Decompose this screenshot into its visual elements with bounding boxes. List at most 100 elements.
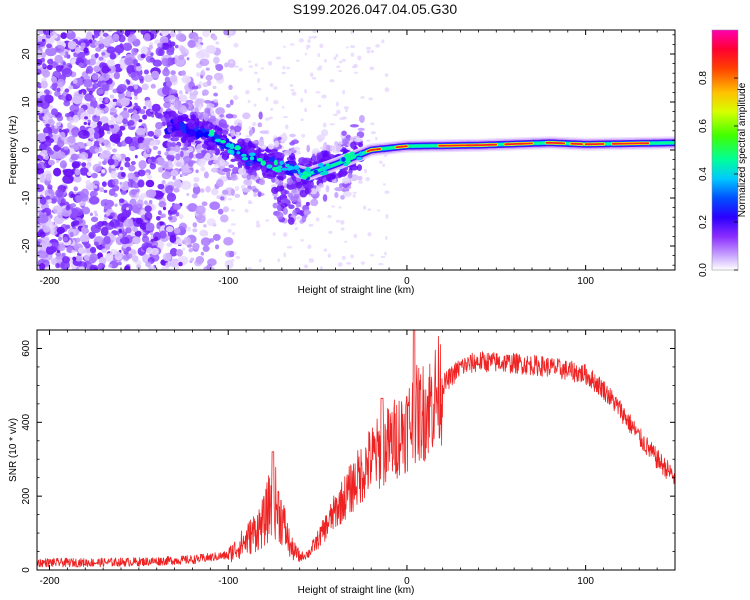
noise-blob — [42, 69, 51, 78]
noise-blob — [308, 223, 314, 227]
noise-blob — [129, 146, 136, 152]
noise-blob — [124, 265, 131, 270]
noise-blob — [79, 167, 89, 176]
ridge-bright-blob — [260, 160, 266, 166]
noise-blob — [156, 224, 161, 230]
noise-blob — [65, 224, 71, 229]
noise-blob — [283, 115, 288, 119]
noise-blob — [202, 82, 209, 88]
noise-blob — [173, 227, 181, 234]
noise-blob — [37, 231, 41, 235]
ridge-cloud-blob — [214, 148, 221, 156]
noise-blob — [304, 89, 307, 94]
noise-blob — [178, 94, 188, 103]
noise-blob — [126, 253, 133, 259]
ridge-cloud-blob — [289, 133, 296, 138]
noise-blob — [272, 232, 276, 236]
noise-blob — [123, 218, 134, 228]
noise-blob — [78, 193, 89, 202]
noise-blob — [52, 34, 58, 39]
ridge-cloud-blob — [316, 152, 323, 160]
noise-blob — [175, 238, 184, 246]
noise-blob — [298, 38, 304, 43]
ridge-cloud-blob — [204, 125, 209, 130]
noise-blob — [257, 87, 262, 91]
noise-blob — [159, 36, 169, 45]
noise-blob — [384, 73, 389, 77]
colorbar-tick-label: 0.6 — [698, 119, 709, 133]
noise-blob — [341, 116, 346, 120]
noise-blob — [358, 180, 363, 184]
noise-blob — [51, 198, 57, 204]
ridge-bright-blob — [281, 167, 288, 171]
ridge-cloud-blob — [316, 134, 326, 141]
noise-blob — [64, 88, 70, 93]
noise-blob — [155, 121, 163, 130]
noise-blob — [137, 179, 145, 188]
colorbar-tick-label: 0.0 — [698, 263, 709, 277]
ridge-cloud-blob — [303, 209, 310, 216]
noise-blob — [145, 179, 155, 188]
ridge-cloud-blob — [280, 203, 288, 208]
noise-blob — [52, 205, 64, 215]
noise-blob — [345, 108, 348, 113]
y-tick-label: 10 — [21, 96, 32, 108]
noise-blob — [354, 71, 358, 74]
ridge-cloud-blob — [247, 140, 253, 149]
noise-blob — [63, 100, 71, 107]
noise-blob — [339, 60, 343, 64]
noise-blob — [200, 237, 211, 247]
noise-blob — [98, 186, 105, 193]
ridge-cloud-blob — [233, 125, 242, 133]
noise-blob — [101, 169, 106, 174]
y-tick-label: 0 — [21, 147, 32, 153]
ridge-bright-blob — [236, 151, 241, 155]
ridge-cloud-blob — [219, 159, 226, 167]
noise-blob — [150, 30, 160, 35]
noise-blob — [357, 55, 362, 61]
noise-blob — [68, 116, 75, 123]
ridge-cloud-blob — [170, 137, 180, 142]
noise-blob — [37, 99, 44, 107]
noise-blob — [62, 236, 68, 242]
noise-blob — [322, 122, 327, 128]
noise-blob — [363, 168, 367, 174]
noise-blob — [172, 203, 182, 211]
noise-blob — [40, 80, 48, 89]
ridge-cloud-blob — [261, 165, 267, 174]
noise-blob — [101, 150, 111, 159]
noise-blob — [98, 97, 103, 102]
noise-blob — [150, 70, 160, 79]
noise-blob — [120, 171, 126, 178]
noise-blob — [67, 40, 77, 50]
noise-blob — [98, 161, 102, 166]
noise-blob — [382, 163, 386, 167]
noise-blob — [112, 142, 116, 147]
ridge-cloud-blob — [262, 171, 269, 179]
ridge-cloud-blob — [302, 157, 311, 162]
noise-blob — [281, 106, 285, 109]
noise-blob — [37, 68, 42, 76]
noise-blob — [68, 85, 74, 90]
ridge-cloud-blob — [295, 208, 301, 214]
noise-blob — [256, 220, 260, 225]
noise-blob — [58, 236, 62, 242]
ridge-cloud-blob — [305, 201, 310, 206]
ridge-bright-blob — [266, 164, 273, 169]
noise-blob — [115, 219, 120, 225]
noise-blob — [175, 33, 186, 41]
noise-blob — [231, 231, 236, 236]
noise-blob — [341, 255, 346, 260]
noise-blob — [148, 199, 153, 204]
noise-blob — [37, 133, 48, 142]
noise-blob — [111, 127, 118, 135]
ridge-bright-blob — [299, 168, 304, 173]
ridge-cloud-blob — [204, 107, 213, 114]
noise-blob — [131, 47, 138, 56]
noise-blob — [327, 215, 332, 218]
noise-blob — [220, 214, 229, 223]
noise-blob — [71, 129, 79, 138]
noise-blob — [45, 123, 50, 128]
noise-blob — [41, 38, 46, 42]
noise-blob — [168, 211, 173, 216]
